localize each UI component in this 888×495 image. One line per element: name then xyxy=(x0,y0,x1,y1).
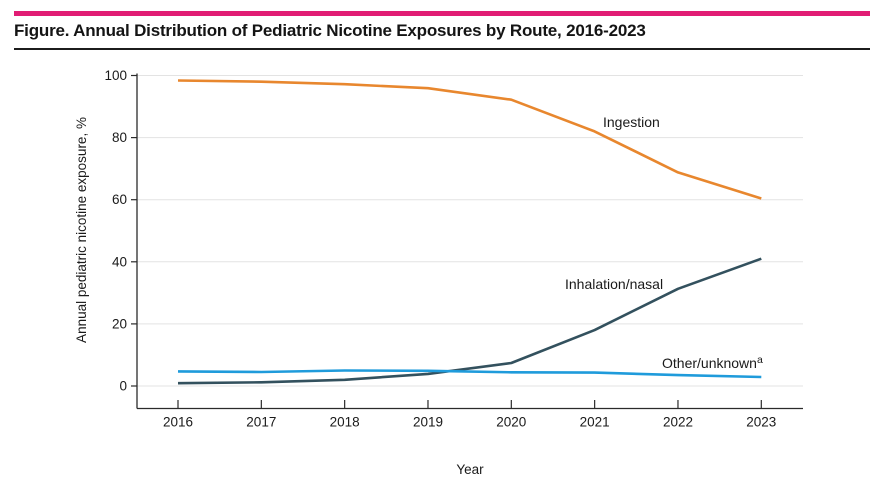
series-label-other-unknown-text: Other/unknown xyxy=(662,355,757,371)
y-tick-label: 60 xyxy=(112,192,127,207)
series-line-other-unknown xyxy=(177,369,762,379)
x-tick-label: 2021 xyxy=(580,415,610,430)
x-tick-label: 2022 xyxy=(663,415,693,430)
series-line-ingestion xyxy=(177,79,762,200)
title-divider xyxy=(14,48,870,50)
x-tick-label: 2019 xyxy=(413,415,443,430)
x-tick-label: 2023 xyxy=(746,415,776,430)
x-axis-title: Year xyxy=(456,462,484,477)
x-tick-label: 2018 xyxy=(330,415,360,430)
series-annotations: Ingestion Inhalation/nasal Other/unknown… xyxy=(565,114,763,371)
y-tick-label: 0 xyxy=(119,379,127,394)
figure-header: Figure. Annual Distribution of Pediatric… xyxy=(0,0,888,52)
footnote-superscript: a xyxy=(757,354,763,366)
series-line-inhalation-nasal xyxy=(177,257,762,385)
y-tick-label: 80 xyxy=(112,130,127,145)
y-axis-title: Annual pediatric nicotine exposure, % xyxy=(74,117,89,343)
x-axis: 2016 2017 2018 2019 2020 2021 2022 2023 xyxy=(137,400,803,430)
x-tick-label: 2017 xyxy=(246,415,276,430)
series-label-inhalation-nasal: Inhalation/nasal xyxy=(565,276,663,292)
series-label-ingestion: Ingestion xyxy=(603,114,660,130)
y-axis: 0 20 40 60 80 100 xyxy=(104,68,138,409)
x-tick-label: 2020 xyxy=(496,415,526,430)
y-tick-label: 40 xyxy=(112,254,127,269)
x-tick-label: 2016 xyxy=(163,415,193,430)
y-tick-label: 100 xyxy=(104,68,127,83)
gridlines xyxy=(137,75,803,387)
series-label-other-unknown: Other/unknowna xyxy=(662,354,763,371)
y-tick-label: 20 xyxy=(112,316,127,331)
accent-bar xyxy=(14,11,870,16)
series-lines xyxy=(177,79,762,385)
figure-title: Figure. Annual Distribution of Pediatric… xyxy=(14,21,646,40)
